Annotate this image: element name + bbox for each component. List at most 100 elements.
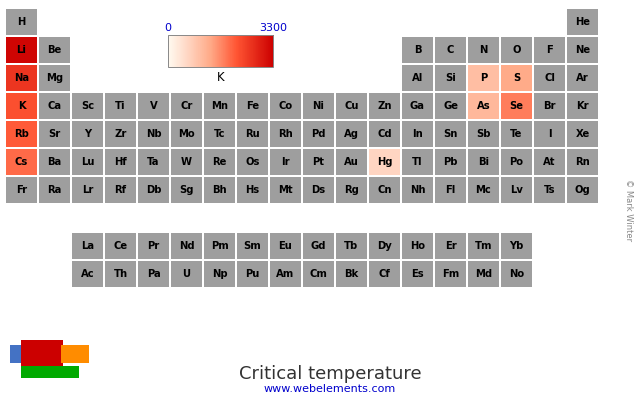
Text: Si: Si bbox=[445, 73, 456, 83]
Bar bbox=[204, 177, 236, 203]
Bar bbox=[224, 35, 225, 67]
Bar bbox=[170, 35, 171, 67]
Bar bbox=[402, 37, 433, 63]
Text: S: S bbox=[513, 73, 520, 83]
Bar bbox=[210, 35, 211, 67]
Bar bbox=[199, 35, 200, 67]
Bar bbox=[255, 35, 257, 67]
Bar bbox=[186, 35, 188, 67]
Bar bbox=[246, 35, 247, 67]
Bar bbox=[230, 35, 231, 67]
Text: Hg: Hg bbox=[377, 157, 392, 167]
Bar bbox=[264, 35, 266, 67]
Bar bbox=[168, 35, 169, 67]
Bar bbox=[196, 35, 197, 67]
Text: 0: 0 bbox=[164, 23, 172, 33]
Text: Critical temperature: Critical temperature bbox=[239, 365, 421, 383]
Bar bbox=[72, 233, 103, 259]
Bar bbox=[231, 35, 232, 67]
Text: Cf: Cf bbox=[379, 269, 390, 279]
Text: Mn: Mn bbox=[211, 101, 228, 111]
Bar bbox=[184, 35, 186, 67]
Text: In: In bbox=[412, 129, 423, 139]
Bar bbox=[181, 35, 182, 67]
Text: Tc: Tc bbox=[214, 129, 225, 139]
Bar bbox=[206, 35, 207, 67]
Bar bbox=[268, 35, 269, 67]
Bar bbox=[257, 35, 259, 67]
Bar bbox=[246, 35, 247, 67]
Bar bbox=[201, 35, 202, 67]
Bar bbox=[500, 233, 532, 259]
Bar bbox=[182, 35, 183, 67]
Bar bbox=[534, 65, 565, 91]
Bar bbox=[204, 149, 236, 175]
Text: Hf: Hf bbox=[114, 157, 127, 167]
Text: Cu: Cu bbox=[344, 101, 359, 111]
Bar bbox=[6, 121, 37, 147]
Bar bbox=[211, 35, 212, 67]
Text: Nd: Nd bbox=[179, 241, 195, 251]
Bar bbox=[269, 93, 301, 119]
Bar bbox=[271, 35, 273, 67]
Bar bbox=[229, 35, 230, 67]
Text: Fr: Fr bbox=[16, 185, 27, 195]
Bar bbox=[435, 37, 467, 63]
Text: Pr: Pr bbox=[147, 241, 159, 251]
Bar bbox=[105, 261, 136, 287]
Text: Rh: Rh bbox=[278, 129, 293, 139]
Bar bbox=[184, 35, 185, 67]
Bar bbox=[258, 35, 259, 67]
Bar bbox=[257, 35, 258, 67]
Bar bbox=[197, 35, 198, 67]
Bar bbox=[534, 37, 565, 63]
Text: Er: Er bbox=[445, 241, 456, 251]
Text: Nb: Nb bbox=[146, 129, 161, 139]
Bar bbox=[243, 35, 244, 67]
Text: Am: Am bbox=[276, 269, 294, 279]
Bar bbox=[198, 35, 199, 67]
Bar bbox=[214, 35, 215, 67]
Bar bbox=[369, 233, 400, 259]
Bar bbox=[194, 35, 195, 67]
Bar bbox=[232, 35, 234, 67]
Bar bbox=[566, 149, 598, 175]
Bar bbox=[402, 149, 433, 175]
Bar bbox=[226, 35, 227, 67]
Bar bbox=[402, 261, 433, 287]
Bar bbox=[237, 93, 268, 119]
Text: Lu: Lu bbox=[81, 157, 94, 167]
Bar bbox=[183, 35, 184, 67]
Bar bbox=[218, 35, 219, 67]
Text: Ne: Ne bbox=[575, 45, 590, 55]
Bar bbox=[534, 177, 565, 203]
Text: Kr: Kr bbox=[576, 101, 589, 111]
Text: Ca: Ca bbox=[47, 101, 61, 111]
Bar bbox=[264, 35, 265, 67]
Bar bbox=[500, 261, 532, 287]
Bar bbox=[204, 35, 205, 67]
Bar bbox=[253, 35, 254, 67]
Bar bbox=[243, 35, 244, 67]
Bar bbox=[266, 35, 268, 67]
Bar bbox=[468, 177, 499, 203]
Bar bbox=[259, 35, 260, 67]
Bar bbox=[566, 65, 598, 91]
Text: Mo: Mo bbox=[178, 129, 195, 139]
Bar bbox=[189, 35, 190, 67]
Bar bbox=[170, 35, 171, 67]
Bar bbox=[303, 121, 334, 147]
Bar bbox=[227, 35, 228, 67]
Bar bbox=[237, 35, 238, 67]
Bar bbox=[171, 261, 202, 287]
Bar bbox=[172, 35, 173, 67]
Text: Pb: Pb bbox=[444, 157, 458, 167]
Bar bbox=[249, 35, 250, 67]
Bar bbox=[435, 93, 467, 119]
Text: Bi: Bi bbox=[478, 157, 489, 167]
Bar bbox=[566, 37, 598, 63]
Bar bbox=[186, 35, 187, 67]
Bar bbox=[212, 35, 213, 67]
Text: Ni: Ni bbox=[312, 101, 324, 111]
Bar bbox=[435, 149, 467, 175]
